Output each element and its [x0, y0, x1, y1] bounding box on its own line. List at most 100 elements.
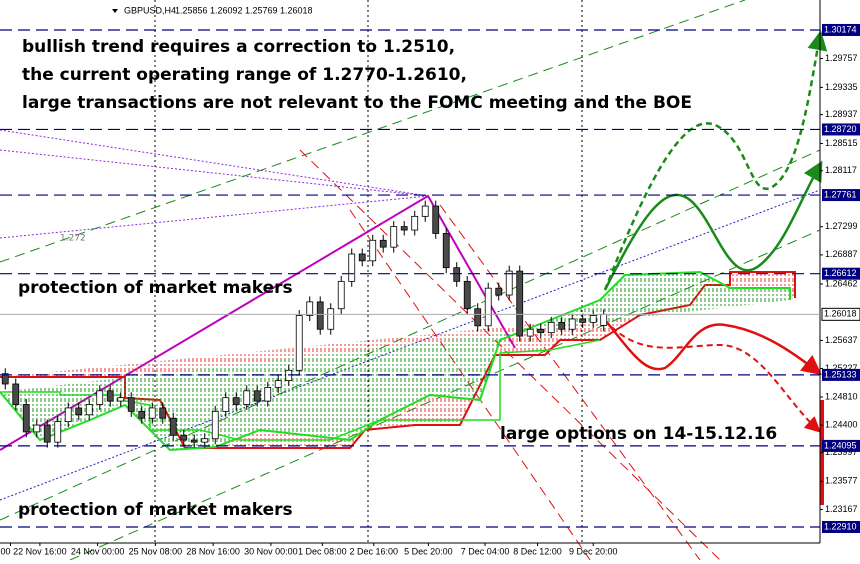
level-box [822, 439, 860, 452]
candle-body [64, 407, 72, 423]
y-tick-label: 1.27299 [825, 221, 858, 231]
y-tick-label: 1.23997 [825, 447, 858, 457]
candle-body [348, 253, 356, 282]
candle-body [232, 397, 240, 405]
y-tick-label: 1.28515 [825, 138, 858, 148]
candle-body [75, 407, 83, 416]
candle-body [12, 383, 20, 405]
candle-body [138, 410, 146, 419]
candle-body [22, 404, 30, 433]
candle-body [579, 318, 587, 323]
candle-body [96, 390, 104, 405]
low-price: 1.25769 [245, 5, 278, 15]
fan-lines [0, 129, 429, 239]
annotation: the current operating range of 1.2770-1.… [22, 65, 467, 85]
level-box [822, 267, 860, 280]
level-box [822, 368, 860, 381]
candle-body [474, 308, 482, 327]
candle-body [442, 233, 450, 269]
y-tick-label: 1.26462 [825, 278, 858, 288]
bull-projection-alt [603, 30, 828, 291]
level-label: 1.28720 [824, 124, 857, 134]
candle-body [400, 226, 408, 231]
high-price: 1.26092 [210, 5, 243, 15]
candle-body [379, 239, 387, 248]
candle-body [495, 287, 503, 296]
level-box [822, 189, 860, 202]
candle-body [568, 318, 576, 330]
level-box [822, 520, 860, 533]
candle-body [117, 397, 125, 402]
candle-body [201, 438, 209, 443]
candle-body [222, 397, 230, 412]
x-tick-label: 5 Dec 20:00 [404, 546, 453, 556]
bull-projection [603, 160, 823, 291]
candle-body [306, 301, 314, 316]
candle-body [159, 407, 167, 419]
current-price-box [821, 307, 860, 321]
candle-body [505, 270, 513, 296]
level-box [822, 23, 860, 36]
candle-body [327, 308, 335, 330]
candle-body [369, 239, 377, 262]
annotation: bullish trend requires a correction to 1… [22, 37, 455, 57]
candle-body [54, 421, 62, 443]
candle-body [180, 434, 188, 441]
candle-body [106, 390, 114, 402]
x-tick-label: 28 Nov 16:00 [186, 546, 240, 556]
y-tick-label: 1.25227 [825, 363, 858, 373]
level-label: 1.30174 [824, 24, 857, 34]
x-tick-label: 8 Dec 12:00 [513, 546, 562, 556]
y-tick-label: 1.24810 [825, 391, 858, 401]
level-label: 1.26612 [824, 268, 857, 278]
candle-body [243, 390, 251, 405]
candle-body [169, 417, 177, 436]
candle-body [264, 387, 272, 402]
y-tick-label: 1.28117 [825, 165, 857, 175]
candle-body [337, 280, 345, 310]
y-tick-label: 1.29335 [825, 82, 858, 92]
candle-body [295, 315, 303, 371]
x-tick-label: 7 Dec 04:00 [461, 546, 510, 556]
level-label: 1.25133 [824, 369, 857, 379]
y-tick-label: 1.26887 [825, 249, 858, 259]
x-tick-label: 9 Dec 20:00 [569, 546, 618, 556]
x-tick-label: 22 Nov 16:00 [13, 546, 67, 556]
candle-body [85, 404, 93, 416]
annotation: large transactions are not relevant to t… [22, 93, 692, 113]
candle-body [558, 322, 566, 330]
candle-body [274, 380, 282, 388]
options-note: large options on 14-15.12.16 [500, 424, 777, 444]
y-tick-label: 1.23577 [825, 476, 858, 486]
candle-body [547, 322, 555, 334]
candle-body [484, 287, 492, 327]
candle-body [526, 328, 534, 337]
y-tick-label: 1.28937 [825, 109, 858, 119]
candle-body [316, 301, 324, 330]
candle-body [600, 313, 608, 326]
candle-body [253, 390, 261, 402]
x-tick-label: 24 Nov 00:00 [71, 546, 125, 556]
candle-body [421, 205, 429, 217]
candle-body [148, 407, 156, 419]
x-tick-label: 8:00 [0, 546, 10, 556]
candle-body [33, 424, 41, 433]
bear-projection-alt [604, 319, 821, 433]
level-label: 1.24095 [824, 440, 857, 450]
x-tick-label: 30 Nov 00:00 [244, 546, 298, 556]
candle-body [453, 267, 461, 282]
y-tick-label: 1.24400 [825, 419, 858, 429]
candle-body [516, 270, 524, 337]
candle-body [537, 328, 545, 334]
candle-body [43, 424, 51, 443]
candle-body [358, 253, 366, 262]
close-price: 1.26018 [280, 5, 313, 15]
candle-body [211, 410, 219, 440]
candle-body [411, 215, 419, 231]
x-tick-label: 25 Nov 08:00 [129, 546, 183, 556]
candle-body [589, 315, 597, 323]
zone-label: protection of market makers [18, 278, 293, 298]
